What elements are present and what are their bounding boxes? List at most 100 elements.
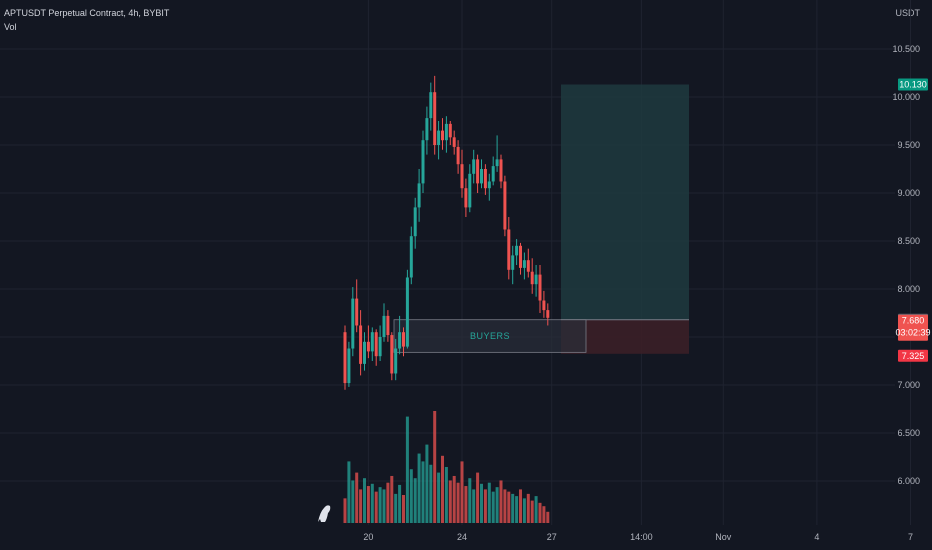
volume-bar [366, 486, 370, 523]
candle-body [487, 181, 491, 189]
candle-body [421, 140, 425, 184]
volume-bar [519, 489, 522, 523]
price-tick-label: 6.000 [897, 476, 920, 486]
last-price-tag: 7.680 [902, 316, 925, 326]
volume-bar [441, 455, 444, 523]
candle-body [347, 348, 351, 384]
volume-bar [491, 491, 495, 523]
volume-bar [409, 469, 413, 523]
price-tick-label: 9.500 [897, 140, 920, 150]
time-tick-label: 14:00 [630, 532, 653, 542]
volume-bar [495, 487, 499, 523]
candle-body [409, 236, 413, 278]
grid-lines [0, 0, 911, 525]
candle-body [464, 188, 468, 208]
candle-body [515, 245, 519, 256]
volume-bar [429, 464, 433, 523]
candle-body [433, 92, 437, 145]
volume-bar [480, 483, 483, 523]
volume-bar [448, 480, 452, 523]
volume-bar [343, 498, 347, 523]
volume-bar [437, 472, 441, 523]
volume-bar [398, 484, 402, 523]
time-tick-label: 4 [814, 532, 819, 542]
candle-body [499, 159, 503, 182]
volume-bar [452, 475, 456, 523]
volume-bar [464, 486, 468, 523]
volume-bar [468, 478, 472, 523]
volume-bar [534, 496, 538, 523]
stop-price-tag: 7.325 [902, 351, 925, 361]
candle-body [480, 169, 483, 184]
candle-body [507, 229, 511, 270]
candle-body [366, 341, 370, 352]
candle-body [398, 332, 402, 349]
candle-body [468, 173, 472, 208]
candle-body [542, 300, 546, 311]
time-tick-label: 20 [363, 532, 373, 542]
volume-bar [433, 411, 437, 523]
candle-body [374, 332, 378, 357]
volume-bar [363, 478, 366, 523]
volume-bar [390, 475, 394, 523]
volume-bar [386, 482, 390, 523]
target-price-tag-bg [898, 78, 928, 91]
volume-bar [526, 493, 530, 523]
candle-body [378, 337, 382, 357]
candle-body [437, 130, 441, 145]
volume-bar [487, 482, 491, 523]
candle-body [530, 271, 534, 285]
candle-body [444, 123, 448, 141]
volume-bar [530, 500, 534, 523]
volume-bar [522, 498, 526, 523]
volume-bar [546, 511, 550, 523]
volume-bar [538, 502, 542, 523]
candle-body [390, 335, 394, 374]
price-unit-label: USDT [895, 8, 921, 18]
volume-bar [347, 461, 351, 523]
volume-bar [499, 480, 503, 523]
volume-bar [456, 482, 460, 523]
volume-bar [483, 489, 487, 523]
candle-body [417, 183, 421, 208]
candle-body [491, 166, 495, 182]
candlesticks [343, 75, 550, 390]
candle-body [472, 159, 476, 174]
volume-bar [402, 495, 405, 523]
volume-bar [394, 493, 398, 523]
price-tick-label: 7.000 [897, 380, 920, 390]
volume-bar [425, 444, 429, 523]
candle-body [448, 123, 452, 138]
candle-body [363, 341, 366, 364]
bar-countdown-tag: 03:02:39 [895, 328, 930, 338]
volume-bar [359, 489, 363, 523]
candle-body [405, 277, 409, 347]
target-price-tag: 10.130 [899, 80, 927, 90]
volume-bar [444, 467, 448, 523]
volume-bar [515, 496, 519, 523]
tradingview-logo-icon [318, 505, 331, 522]
volume-bar [542, 506, 546, 523]
volume-bar [355, 472, 359, 523]
candle-body [534, 274, 538, 285]
volume-bar [460, 461, 464, 523]
time-tick-label: 24 [457, 532, 467, 542]
position-zones: BUYERS [393, 84, 689, 354]
volume-bar [503, 489, 507, 523]
candle-body [495, 159, 499, 167]
volume-bar [405, 416, 409, 523]
time-tick-label: 7 [908, 532, 913, 542]
candle-body [382, 315, 386, 337]
target-zone [561, 84, 689, 320]
candle-body [522, 260, 526, 268]
candle-body [456, 146, 460, 165]
candle-body [370, 332, 374, 352]
volume-bar [472, 489, 476, 523]
candle-body [538, 274, 542, 301]
price-axis[interactable]: 10.50010.0009.5009.0008.5008.0007.5007.0… [892, 44, 920, 486]
volume-indicator-label: Vol [4, 22, 17, 32]
candle-body [413, 207, 417, 237]
